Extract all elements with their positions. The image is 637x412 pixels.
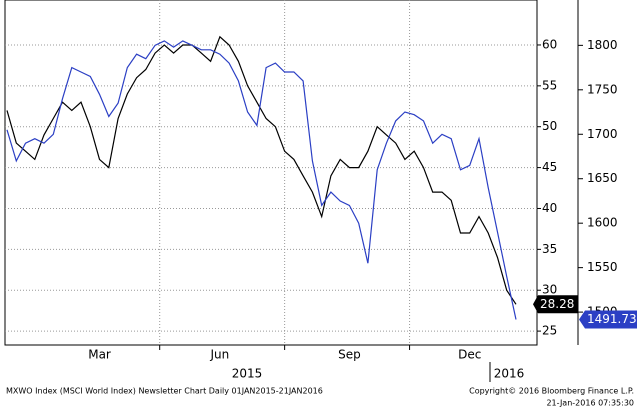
y-tick-label: 45 (542, 160, 557, 174)
x-tick-label: Jun (209, 348, 229, 362)
y2-tick-label: 1550 (587, 260, 618, 274)
footer: MXWO Index (MSCI World Index) Newsletter… (6, 387, 323, 396)
y-tick-label: 60 (542, 37, 557, 51)
y-tick-label: 25 (542, 324, 557, 338)
y-tick-label: 50 (542, 119, 557, 133)
year-label: 2016 (494, 367, 525, 381)
y-tick-label: 30 (542, 283, 557, 297)
series-line (6, 40, 517, 320)
y2-tick-label: 1600 (587, 216, 618, 230)
timestamp: 21-Jan-2016 07:35:30 (546, 399, 634, 408)
plot-frame (4, 0, 538, 346)
y-tick-label: 55 (542, 78, 557, 92)
x-tick-label: Sep (338, 348, 361, 362)
copyright: Copyright© 2016 Bloomberg Finance L.P. (469, 387, 634, 396)
last-value-box (533, 295, 578, 314)
last-value-label: 1491.73 (587, 312, 637, 326)
series-line (6, 35, 517, 305)
last-value-label: 28.28 (540, 297, 574, 311)
y2-tick-label: 1750 (587, 82, 618, 96)
x-tick-label: Mar (88, 348, 111, 362)
y-tick-label: 40 (542, 201, 557, 215)
y2-tick-label: 1700 (587, 127, 618, 141)
y2-tick-label: 1800 (587, 38, 618, 52)
y2-tick-label: 1650 (587, 171, 618, 185)
y-tick-label: 35 (542, 242, 557, 256)
x-tick-label: Dec (458, 348, 481, 362)
last-value-box (579, 310, 637, 329)
year-label: 2015 (232, 367, 263, 381)
